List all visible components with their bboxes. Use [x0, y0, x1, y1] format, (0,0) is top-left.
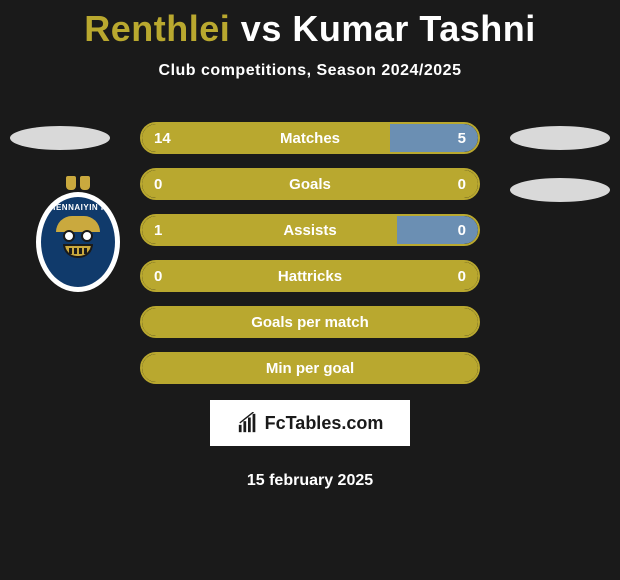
stats-panel: Matches145Goals00Assists10Hattricks00Goa…	[140, 122, 480, 398]
stat-value-left: 14	[154, 130, 171, 147]
badge-face-icon	[56, 216, 100, 260]
player2-avatar-placeholder-2	[510, 178, 610, 202]
flag-icon	[80, 176, 90, 190]
stat-value-left: 0	[154, 268, 162, 285]
stat-row: Assists1 0	[140, 214, 480, 246]
stat-row: Goals per match	[140, 306, 480, 338]
stat-row: Matches14 5	[140, 122, 480, 154]
subtitle: Club competitions, Season 2024/2025	[0, 62, 620, 80]
badge-circle: CHENNAIYIN FC	[36, 192, 120, 292]
stat-label: Matches	[142, 130, 478, 147]
stat-row: Hattricks0 0	[140, 260, 480, 292]
stat-row: Goals0 0	[140, 168, 480, 200]
stat-row: Min per goal	[140, 352, 480, 384]
brand-logo: FcTables.com	[210, 400, 410, 446]
player1-avatar-placeholder	[10, 126, 110, 150]
stat-value-right: 0	[458, 176, 466, 193]
player1-name: Renthlei	[84, 8, 230, 49]
stat-value-left: 1	[154, 222, 162, 239]
player2-name: Kumar Tashni	[292, 8, 535, 49]
footer-date: 15 february 2025	[0, 472, 620, 490]
badge-text: CHENNAIYIN FC	[43, 203, 112, 212]
stat-label: Min per goal	[142, 360, 478, 377]
flag-icon	[66, 176, 76, 190]
stat-label: Goals per match	[142, 314, 478, 331]
stat-value-left: 0	[154, 176, 162, 193]
brand-text: FcTables.com	[265, 413, 384, 434]
stat-label: Goals	[142, 176, 478, 193]
stat-label: Hattricks	[142, 268, 478, 285]
comparison-title: Renthlei vs Kumar Tashni	[0, 0, 620, 50]
stat-label: Assists	[142, 222, 478, 239]
chart-icon	[237, 412, 259, 434]
stat-value-right: 0	[458, 222, 466, 239]
player2-avatar-placeholder-1	[510, 126, 610, 150]
stat-value-right: 5	[458, 130, 466, 147]
club-badge: CHENNAIYIN FC	[36, 176, 120, 296]
badge-flags	[36, 176, 120, 190]
vs-text: vs	[241, 8, 282, 49]
stat-value-right: 0	[458, 268, 466, 285]
